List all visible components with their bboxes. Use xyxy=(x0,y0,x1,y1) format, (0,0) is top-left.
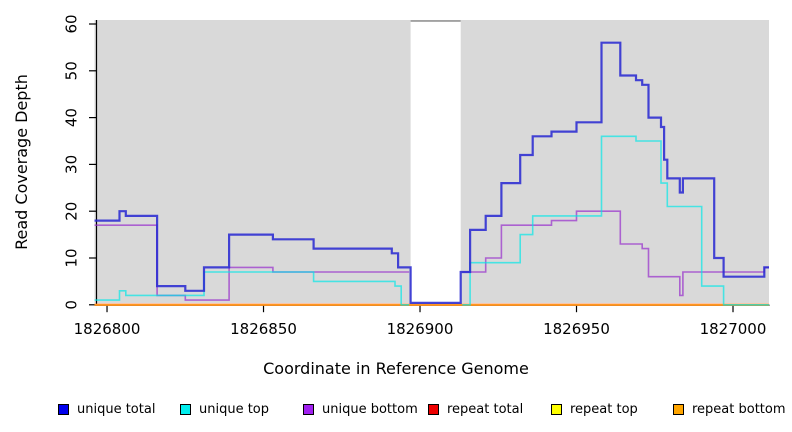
svg-text:0: 0 xyxy=(63,300,81,310)
legend-item-repeat-bottom: repeat bottom xyxy=(673,401,786,417)
legend-item-unique-bottom: unique bottom xyxy=(303,401,418,417)
svg-text:10: 10 xyxy=(63,248,81,267)
svg-text:20: 20 xyxy=(63,202,81,221)
x-axis-ticks: 1826800 1826850 1826900 1826950 1827000 xyxy=(74,305,767,338)
legend-label: repeat bottom xyxy=(692,401,786,417)
svg-text:1826850: 1826850 xyxy=(230,320,297,338)
svg-text:30: 30 xyxy=(63,155,81,174)
legend-label: repeat total xyxy=(447,401,524,417)
chart-legend: unique total unique top unique bottom re… xyxy=(0,401,792,421)
svg-text:1826900: 1826900 xyxy=(387,320,454,338)
svg-text:60: 60 xyxy=(63,14,81,33)
legend-item-repeat-top: repeat top xyxy=(551,401,638,417)
svg-text:1826800: 1826800 xyxy=(74,320,141,338)
svg-text:1826950: 1826950 xyxy=(543,320,610,338)
legend-label: unique top xyxy=(199,401,270,417)
masked-region xyxy=(410,20,461,303)
unique-bottom-swatch-icon xyxy=(303,403,314,415)
unique-top-swatch-icon xyxy=(180,403,191,415)
legend-item-unique-top: unique top xyxy=(180,401,269,417)
repeat-top-swatch-icon xyxy=(551,403,562,415)
series-unique-top xyxy=(94,135,769,306)
svg-text:1827000: 1827000 xyxy=(700,320,767,338)
svg-text:50: 50 xyxy=(63,61,81,80)
legend-item-repeat-total: repeat total xyxy=(428,401,523,417)
repeat-bottom-swatch-icon xyxy=(673,403,684,415)
y-axis-ticks: 0 10 20 30 40 50 60 xyxy=(63,14,97,310)
series-unique-total xyxy=(94,41,769,304)
legend-label: repeat top xyxy=(570,401,638,417)
repeat-total-swatch-icon xyxy=(428,403,439,415)
svg-text:40: 40 xyxy=(63,108,81,127)
legend-label: unique bottom xyxy=(322,401,418,417)
y-axis-title: Read Coverage Depth xyxy=(12,74,31,250)
x-axis-title: Coordinate in Reference Genome xyxy=(263,359,529,378)
unique-total-swatch-icon xyxy=(58,403,69,415)
legend-label: unique total xyxy=(77,401,156,417)
legend-item-unique-total: unique total xyxy=(58,401,155,417)
